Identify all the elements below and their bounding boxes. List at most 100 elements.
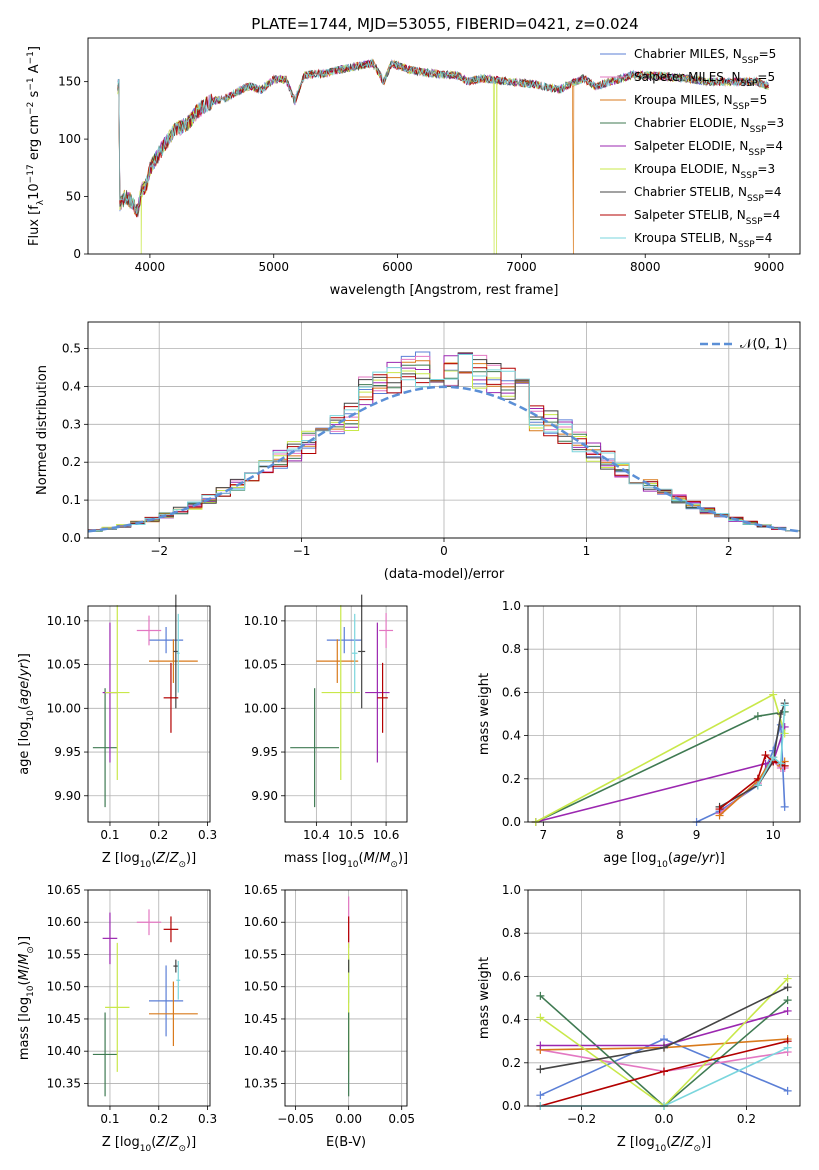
weight-series [535, 711, 785, 823]
x-tick-label: −0.05 [277, 1112, 314, 1126]
legend-label-part: Kroupa MILES, N [634, 93, 733, 107]
legend-label-part: =4 [755, 231, 773, 245]
y-tick-label: 0.8 [502, 642, 521, 656]
y-axis-label-part: M [17, 969, 32, 980]
x-axis-label: Z [log10(Z/Z⊙)] [102, 1135, 196, 1154]
legend-label-part: SSP [741, 171, 758, 181]
y-tick-label: 100 [58, 132, 81, 146]
y-axis-label: mass weight [477, 957, 492, 1039]
weight-series [718, 755, 786, 817]
y-tick-label: 10.60 [244, 915, 278, 929]
legend-label-part: Kroupa ELODIE, N [634, 162, 741, 176]
x-tick-label: 0.05 [388, 1112, 415, 1126]
legend-label-part: SSP [738, 240, 755, 250]
legend-label-part: Chabrier STELIB, N [634, 185, 747, 199]
x-tick-label: 0.2 [149, 1112, 168, 1126]
y-tick-label: 10.50 [47, 980, 81, 994]
weight-marker [753, 781, 762, 790]
figure-title: PLATE=1744, MJD=53055, FIBERID=0421, z=0… [251, 15, 638, 33]
x-axis-label-part: Z [log [617, 1135, 655, 1150]
spectrum-series [117, 61, 769, 255]
y-tick-label: 0.6 [502, 969, 521, 983]
y-axis-label-part: 10 [26, 985, 36, 997]
spectrum-series [117, 60, 769, 218]
legend-label: Chabrier STELIB, NSSP=4 [634, 185, 782, 204]
axes-frame [87, 889, 211, 1107]
panel-7: −0.2 0.0 0.20.00.20.40.60.81.0Z [log10(Z/Z… [477, 883, 801, 1154]
y-axis-label: Normed distribution [35, 365, 50, 495]
x-axis-label-part: ⊙ [390, 860, 398, 870]
y-axis-label-part: erg cm [27, 115, 42, 164]
x-axis-label-part: / [680, 1135, 685, 1150]
legend-label: Salpeter STELIB, NSSP=4 [634, 208, 780, 227]
x-tick-label: 10.5 [338, 828, 365, 842]
x-axis-label-part: / [697, 851, 702, 866]
weight-marker [536, 1065, 545, 1074]
legend-label: Kroupa ELODIE, NSSP=3 [634, 162, 775, 181]
x-axis-label-part: Z [log [102, 851, 140, 866]
x-tick-label: 8000 [630, 260, 661, 274]
legend-label: Kroupa STELIB, NSSP=4 [634, 231, 772, 250]
legend-label-part: SSP [746, 217, 763, 227]
spectrum-series [117, 58, 769, 214]
y-tick-label: 9.95 [251, 745, 278, 759]
y-axis-label-part: −17 [26, 164, 36, 183]
gaussian-curve [87, 385, 801, 533]
y-tick-label: 1.0 [502, 883, 521, 897]
weight-marker [783, 1006, 792, 1015]
legend-label: Kroupa MILES, NSSP=5 [634, 93, 767, 112]
weight-marker [780, 701, 789, 710]
x-axis-label-part: M [379, 851, 390, 866]
x-axis-label-part: Z [155, 1135, 166, 1150]
histogram-series [88, 363, 800, 532]
legend-label-part: =5 [759, 47, 777, 61]
y-tick-label: 10.45 [244, 1012, 278, 1026]
y-axis-label-part: 10 [26, 710, 36, 722]
y-tick-label: 0.6 [502, 685, 521, 699]
y-tick-label: 10.40 [244, 1044, 278, 1058]
x-axis-label-part: ⊙ [178, 860, 186, 870]
weight-marker [753, 712, 762, 721]
y-tick-label: 0.2 [62, 455, 81, 469]
weight-marker [783, 996, 792, 1005]
x-tick-label: 7 [540, 828, 548, 842]
x-axis-label-part: E(B-V) [326, 1135, 366, 1150]
y-axis-label-part: / [17, 964, 32, 969]
y-axis-label: age [log10(age/yr)] [17, 653, 36, 775]
x-axis-label: mass [log10(M/M⊙)] [284, 851, 408, 870]
x-axis-label-part: )] [398, 851, 408, 866]
x-axis-label-part: 10 [656, 860, 668, 870]
x-axis-label-part: 10 [655, 1144, 667, 1154]
x-tick-label: 9000 [754, 260, 785, 274]
y-tick-label: 0.0 [502, 815, 521, 829]
x-tick-label: 0.1 [100, 828, 119, 842]
y-tick-label: 10.40 [47, 1044, 81, 1058]
y-axis-label: mass weight [477, 673, 492, 755]
x-axis-label: (data-model)/error [384, 567, 505, 582]
weight-series [757, 705, 786, 786]
y-axis-label-part: −2 [26, 102, 36, 115]
y-tick-label: 0.0 [62, 531, 81, 545]
y-tick-label: 10.00 [47, 701, 81, 715]
y-axis-label: mass [log10(M/M⊙)] [17, 936, 36, 1060]
legend-label-part: SSP [747, 194, 764, 204]
x-axis-label-part: )] [715, 851, 725, 866]
x-tick-label: 2 [725, 544, 733, 558]
legend-label-part: =5 [757, 70, 775, 84]
weight-marker [536, 1091, 545, 1100]
x-axis-label-part: age [673, 851, 697, 866]
legend-label: Salpeter MILES, NSSP=5 [634, 70, 775, 89]
weight-marker [783, 974, 792, 983]
y-tick-label: 9.90 [251, 789, 278, 803]
x-axis-label-part: age [log [603, 851, 656, 866]
y-axis-label-part: Flux [f [27, 205, 42, 246]
y-tick-label: 10.60 [47, 915, 81, 929]
axes-frame [284, 605, 408, 823]
weight-marker [660, 1043, 668, 1052]
y-axis-label-part: 10 [27, 183, 42, 200]
y-tick-label: 10.00 [244, 701, 278, 715]
x-axis-label-part: ( [151, 851, 156, 866]
x-tick-label: 0.00 [335, 1112, 362, 1126]
y-tick-label: 10.10 [47, 614, 81, 628]
